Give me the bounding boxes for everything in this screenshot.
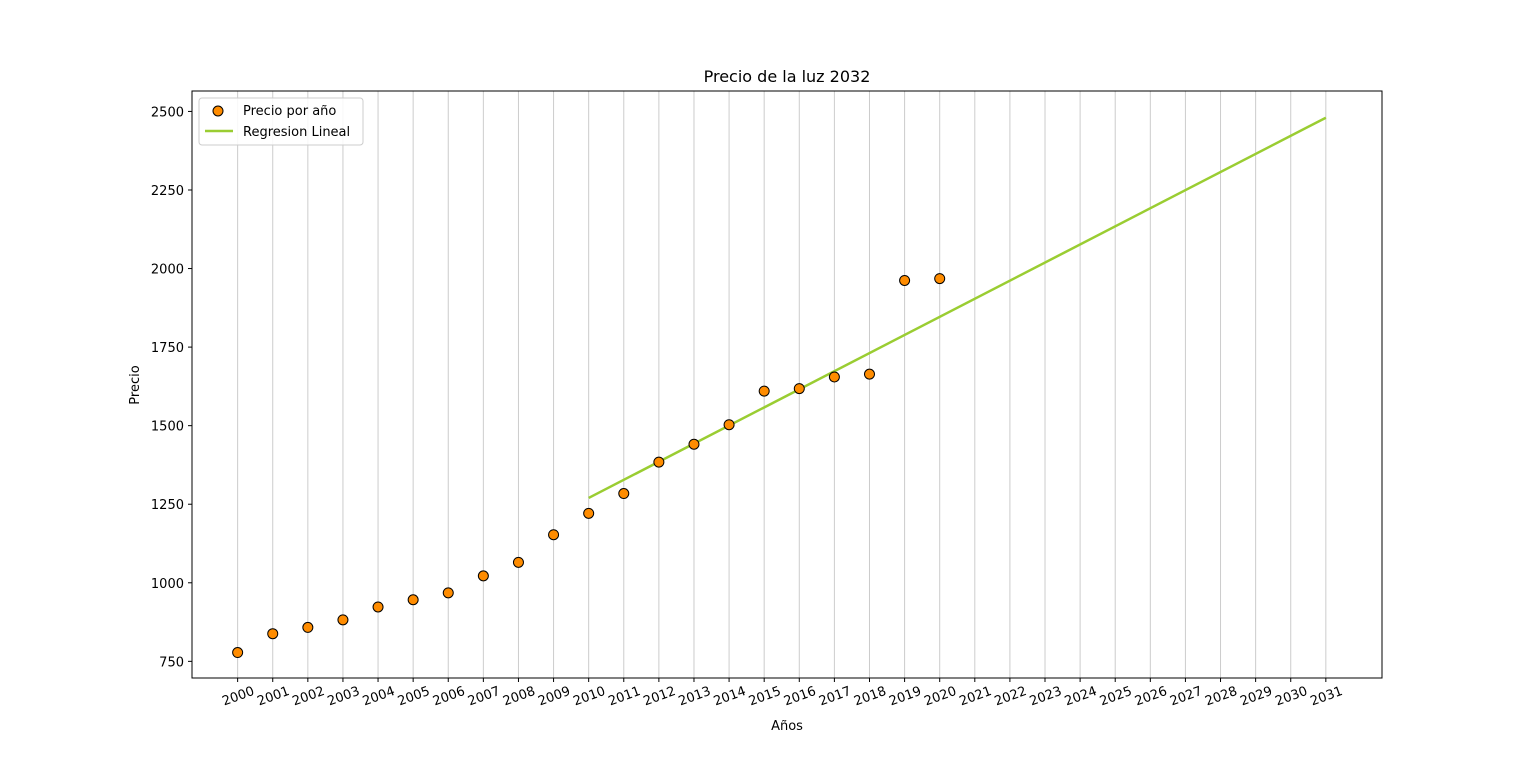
y-tick-label: 1250 bbox=[151, 498, 184, 513]
grid-layer bbox=[237, 91, 1327, 678]
data-point bbox=[267, 628, 279, 640]
data-point bbox=[302, 621, 314, 633]
y-tick-label: 2250 bbox=[151, 184, 184, 199]
data-point bbox=[442, 587, 454, 599]
data-point bbox=[723, 419, 735, 431]
data-point bbox=[548, 529, 560, 541]
data-point bbox=[934, 273, 946, 285]
data-point bbox=[899, 274, 911, 286]
line-layer bbox=[588, 116, 1327, 500]
data-point bbox=[337, 614, 349, 626]
legend: Precio por año Regresion Lineal bbox=[198, 97, 364, 146]
y-tick-label: 2500 bbox=[151, 105, 184, 120]
data-point bbox=[407, 594, 419, 606]
data-point bbox=[653, 456, 665, 468]
y-axis-ticks: 750 1000 1250 1500 1750 2000 2250 2500 bbox=[151, 105, 192, 670]
point-layer bbox=[232, 273, 946, 659]
x-axis-label: Años bbox=[771, 719, 803, 734]
data-point bbox=[232, 647, 244, 659]
legend-label-precio: Precio por año bbox=[243, 104, 336, 119]
data-point bbox=[372, 601, 384, 613]
data-point bbox=[583, 507, 595, 519]
data-point bbox=[828, 371, 840, 383]
y-tick-label: 2000 bbox=[151, 263, 184, 278]
y-axis-label: Precio bbox=[128, 365, 143, 404]
legend-frame bbox=[198, 97, 364, 146]
chart-title: Precio de la luz 2032 bbox=[704, 67, 871, 86]
legend-label-regresion: Regresion Lineal bbox=[243, 125, 350, 140]
data-point bbox=[758, 385, 770, 397]
data-point bbox=[688, 438, 700, 450]
regression-line bbox=[588, 116, 1327, 500]
plot-frame bbox=[191, 90, 1383, 679]
y-tick-label: 1500 bbox=[151, 420, 184, 435]
data-point bbox=[793, 383, 805, 395]
data-point bbox=[618, 488, 630, 500]
legend-marker-precio bbox=[212, 105, 224, 117]
y-tick-label: 1750 bbox=[151, 341, 184, 356]
data-point bbox=[477, 570, 489, 582]
data-point bbox=[512, 556, 524, 568]
data-point bbox=[863, 368, 875, 380]
y-tick-label: 750 bbox=[159, 655, 184, 670]
y-tick-label: 1000 bbox=[151, 577, 184, 592]
